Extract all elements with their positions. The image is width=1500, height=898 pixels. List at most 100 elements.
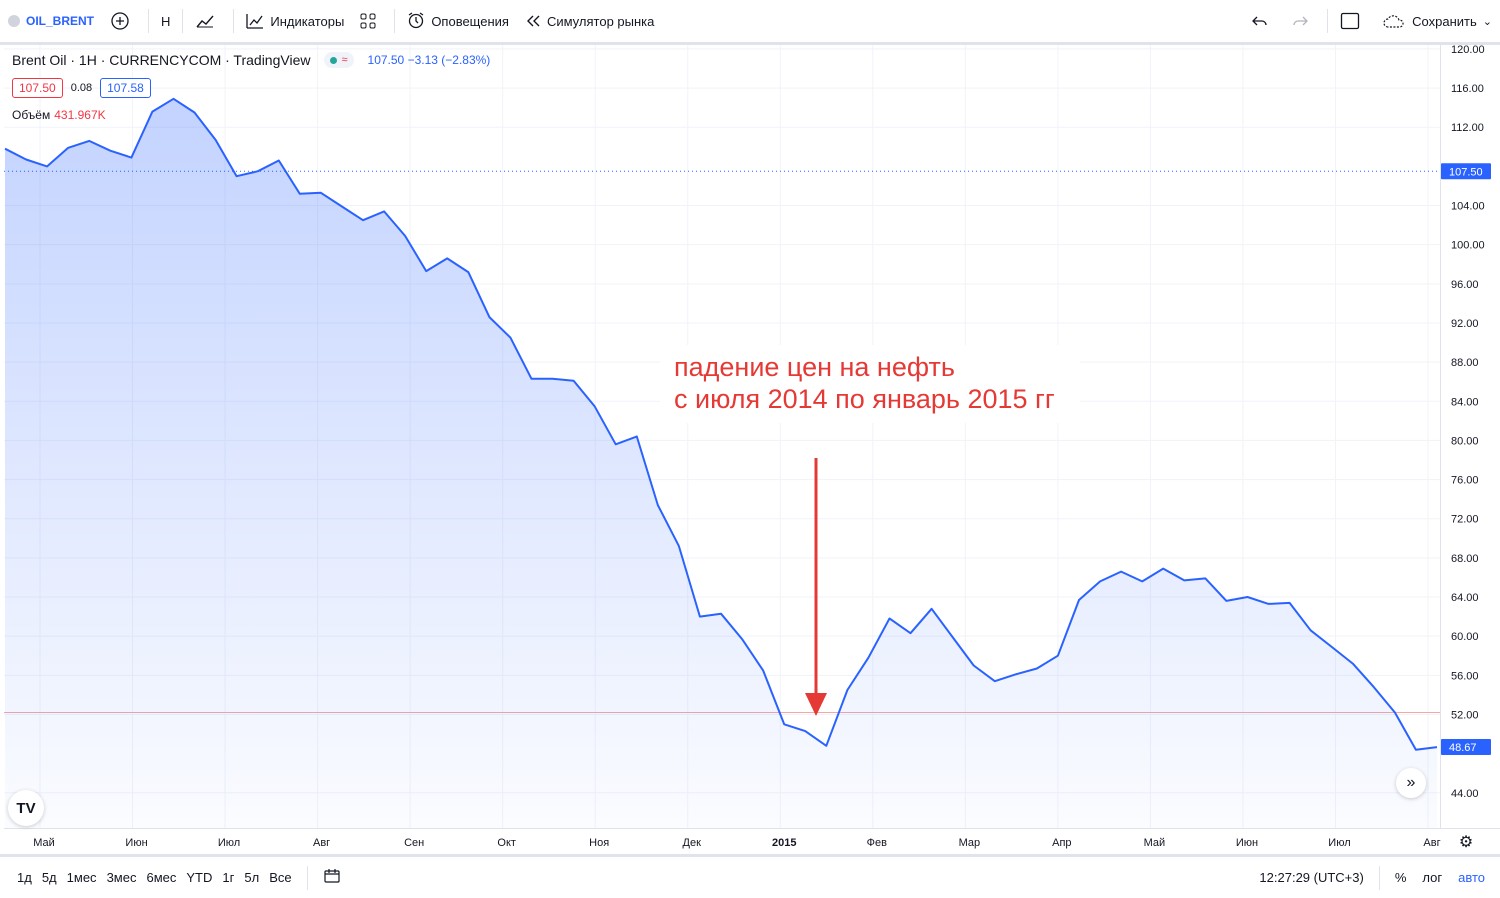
top-toolbar: OIL_BRENT H Индикаторы Оповещения xyxy=(0,0,1500,45)
volume-value: 431.967K xyxy=(54,108,106,122)
price-scale[interactable]: 120.00 116.00 112.00 104.00 100.00 96.00 92.00… xyxy=(1440,44,1500,828)
price-tick-label: 96.00 xyxy=(1451,279,1479,291)
range-3m[interactable]: 3мес xyxy=(106,870,137,885)
sell-price-button[interactable]: 107.50 xyxy=(12,78,63,98)
chart-pane[interactable] xyxy=(4,45,1440,829)
time-tick-label: Апр xyxy=(1052,837,1071,849)
indicators-button[interactable]: Индикаторы xyxy=(238,0,352,44)
range-6m[interactable]: 6мес xyxy=(146,870,177,885)
chart-type-icon xyxy=(195,13,215,29)
divider xyxy=(1378,865,1380,890)
range-5d[interactable]: 5д xyxy=(41,870,57,885)
templates-button[interactable] xyxy=(352,0,390,44)
alarm-clock-icon xyxy=(407,12,425,30)
market-status-pill[interactable]: ≈ xyxy=(324,52,354,68)
price-area xyxy=(5,98,1437,829)
approx-icon: ≈ xyxy=(341,54,348,66)
time-tick-label: Авг xyxy=(1423,837,1440,849)
redo-button[interactable] xyxy=(1283,0,1323,44)
price-tick-label: 44.00 xyxy=(1451,788,1479,800)
data-points xyxy=(4,98,1438,750)
symbol-name: OIL_BRENT xyxy=(26,14,95,28)
undo-icon xyxy=(1251,14,1269,28)
date-range-button[interactable] xyxy=(318,868,346,887)
price-tick-label: 68.00 xyxy=(1451,553,1479,565)
buy-sell-panel: 107.50 0.08 107.58 xyxy=(12,78,151,98)
price-tick-label: 84.00 xyxy=(1451,396,1479,408)
annotation-arrow xyxy=(805,458,827,716)
time-tick-label: Дек xyxy=(683,837,702,849)
price-axis[interactable]: 120.00 116.00 112.00 104.00 100.00 96.00 92.00… xyxy=(1441,44,1500,828)
log-toggle[interactable]: лог xyxy=(1422,870,1443,885)
time-scale[interactable]: Май Июн Июл Авг Сен Окт Ноя Дек 2015 Фев Мар Апр Май… xyxy=(4,828,1500,854)
price-tick-label: 120.00 xyxy=(1451,45,1485,56)
time-tick-label: Май xyxy=(1144,837,1166,849)
divider xyxy=(306,865,308,890)
scroll-to-realtime-button[interactable]: » xyxy=(1396,768,1426,798)
volume-legend: Объём 431.967K xyxy=(12,108,106,122)
price-chart[interactable] xyxy=(4,45,1440,829)
percent-toggle[interactable]: % xyxy=(1394,870,1407,885)
redo-icon xyxy=(1291,14,1309,28)
range-5y[interactable]: 5л xyxy=(244,870,260,885)
price-tick-label: 80.00 xyxy=(1451,435,1479,447)
time-tick-label: 2015 xyxy=(772,837,796,849)
chart-legend: Brent Oil · 1H · CURRENCYCOM · TradingVi… xyxy=(12,52,490,68)
undo-button[interactable] xyxy=(1243,0,1283,44)
time-tick-label: Июл xyxy=(218,837,240,849)
divider xyxy=(233,9,235,33)
compare-button[interactable] xyxy=(102,0,144,44)
price-tick-label: 64.00 xyxy=(1451,592,1479,604)
interval-label: H xyxy=(161,13,171,29)
bottom-toolbar: 1д 5д 1мес 3мес 6мес YTD 1г 5л Все 12:27… xyxy=(0,854,1500,898)
double-chevron-right-icon: » xyxy=(1406,774,1416,791)
buy-price-button[interactable]: 107.58 xyxy=(100,78,151,98)
clock-time[interactable]: 12:27:29 (UTC+3) xyxy=(1259,870,1364,885)
time-tick-label: Мар xyxy=(959,837,981,849)
range-1d[interactable]: 1д xyxy=(17,870,32,885)
layout-button[interactable] xyxy=(1332,0,1374,44)
tradingview-logo-icon[interactable]: TV xyxy=(8,790,44,826)
time-tick-label: Июн xyxy=(1236,837,1258,849)
interval-button[interactable]: H xyxy=(153,0,178,44)
replay-button[interactable]: Симулятор рынка xyxy=(517,0,662,44)
divider xyxy=(394,9,396,33)
alerts-label: Оповещения xyxy=(431,13,509,29)
calendar-icon xyxy=(323,869,340,883)
time-tick-label: Окт xyxy=(497,837,516,849)
divider xyxy=(148,9,150,33)
legend-values: 107.50 −3.13 (−2.83%) xyxy=(367,53,491,67)
alerts-button[interactable]: Оповещения xyxy=(399,0,517,44)
chevron-down-icon: ⌄ xyxy=(1482,15,1492,28)
chart-type-button[interactable] xyxy=(187,0,229,44)
save-label: Сохранить xyxy=(1412,13,1477,29)
rewind-icon xyxy=(525,14,541,28)
price-tick-label: 92.00 xyxy=(1451,318,1479,330)
time-tick-label: Май xyxy=(33,837,55,849)
price-tick-label: 76.00 xyxy=(1451,475,1479,487)
range-1m[interactable]: 1мес xyxy=(66,870,97,885)
price-tick-label: 52.00 xyxy=(1451,709,1479,721)
volume-label: Объём xyxy=(12,108,51,122)
indicators-icon xyxy=(246,13,264,29)
divider xyxy=(1327,9,1329,33)
symbol-logo-icon xyxy=(8,15,20,27)
range-all[interactable]: Все xyxy=(269,870,292,885)
last-price-label: 48.67 xyxy=(1449,742,1477,754)
save-button[interactable]: Сохранить ⌄ xyxy=(1374,0,1500,44)
time-axis[interactable]: Май Июн Июл Авг Сен Окт Ноя Дек 2015 Фев Мар Апр Май… xyxy=(4,829,1500,855)
range-ytd[interactable]: YTD xyxy=(186,870,213,885)
auto-toggle[interactable]: авто xyxy=(1458,870,1485,885)
range-1y[interactable]: 1г xyxy=(222,870,235,885)
current-price-badge xyxy=(1441,163,1491,180)
grid-icon xyxy=(360,13,376,29)
price-tick-label: 104.00 xyxy=(1451,201,1485,213)
time-tick-label: Ноя xyxy=(589,837,609,849)
current-price-label: 107.50 xyxy=(1449,166,1483,178)
symbol-search[interactable]: OIL_BRENT xyxy=(0,0,102,44)
price-tick-label: 112.00 xyxy=(1451,122,1484,134)
indicators-label: Индикаторы xyxy=(270,13,345,29)
replay-label: Симулятор рынка xyxy=(546,13,655,29)
market-open-dot-icon xyxy=(330,56,338,64)
legend-title[interactable]: Brent Oil · 1H · CURRENCYCOM · TradingVi… xyxy=(12,52,311,68)
